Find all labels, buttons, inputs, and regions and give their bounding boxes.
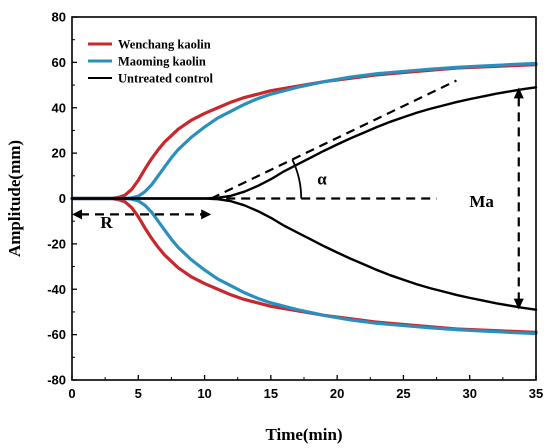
r-arrow-head-left [72, 209, 82, 220]
r-arrow-head-right [201, 209, 212, 220]
annotation-ma-label: Ma [469, 192, 494, 211]
series-untreated-control-lower [70, 197, 538, 311]
series-layer [70, 61, 538, 336]
y-tick-label: 80 [52, 10, 66, 25]
x-tick-label: 5 [135, 386, 142, 401]
y-tick-label: 20 [52, 146, 66, 161]
annotation-layer [72, 79, 524, 310]
x-tick-label: 35 [529, 386, 543, 401]
ma-arrow-head-top [513, 87, 524, 99]
x-tick-label: 10 [197, 386, 211, 401]
annotation-alpha-label: α [317, 170, 327, 189]
ticks-layer: 0 5 10 15 20 25 30 35 80 60 40 20 0 -20 -40 -60 -80 [47, 10, 543, 402]
y-tick-label: -40 [47, 282, 66, 297]
series-untreated-control-upper [70, 86, 538, 200]
alpha-arc [291, 159, 303, 199]
y-axis-title: Amplitude(mm) [5, 140, 24, 257]
annotation-r-label: R [100, 213, 113, 232]
y-tick-label: -60 [47, 327, 66, 342]
x-tick-label: 25 [396, 386, 410, 401]
legend-label-maoming: Maoming kaolin [118, 55, 206, 69]
x-tick-label: 15 [264, 386, 278, 401]
series-maoming-kaolin-lower [70, 196, 538, 336]
y-tick-label: 60 [52, 55, 66, 70]
x-tick-label: 30 [462, 386, 476, 401]
legend: Wenchang kaolin Maoming kaolin Untreated… [88, 38, 214, 86]
y-tick-label: 0 [59, 191, 66, 206]
x-tick-label: 20 [330, 386, 344, 401]
x-tick-label: 0 [68, 386, 75, 401]
legend-label-control: Untreated control [118, 72, 214, 86]
y-tick-label: -80 [47, 373, 66, 388]
alpha-tangent [210, 79, 457, 200]
y-tick-label: -20 [47, 236, 66, 251]
legend-label-wenchang: Wenchang kaolin [118, 38, 211, 52]
series-maoming-kaolin-upper [70, 61, 538, 201]
x-axis-title: Time(min) [265, 425, 342, 444]
y-tick-label: 40 [52, 100, 66, 115]
ma-arrow-head-bottom [513, 298, 524, 310]
